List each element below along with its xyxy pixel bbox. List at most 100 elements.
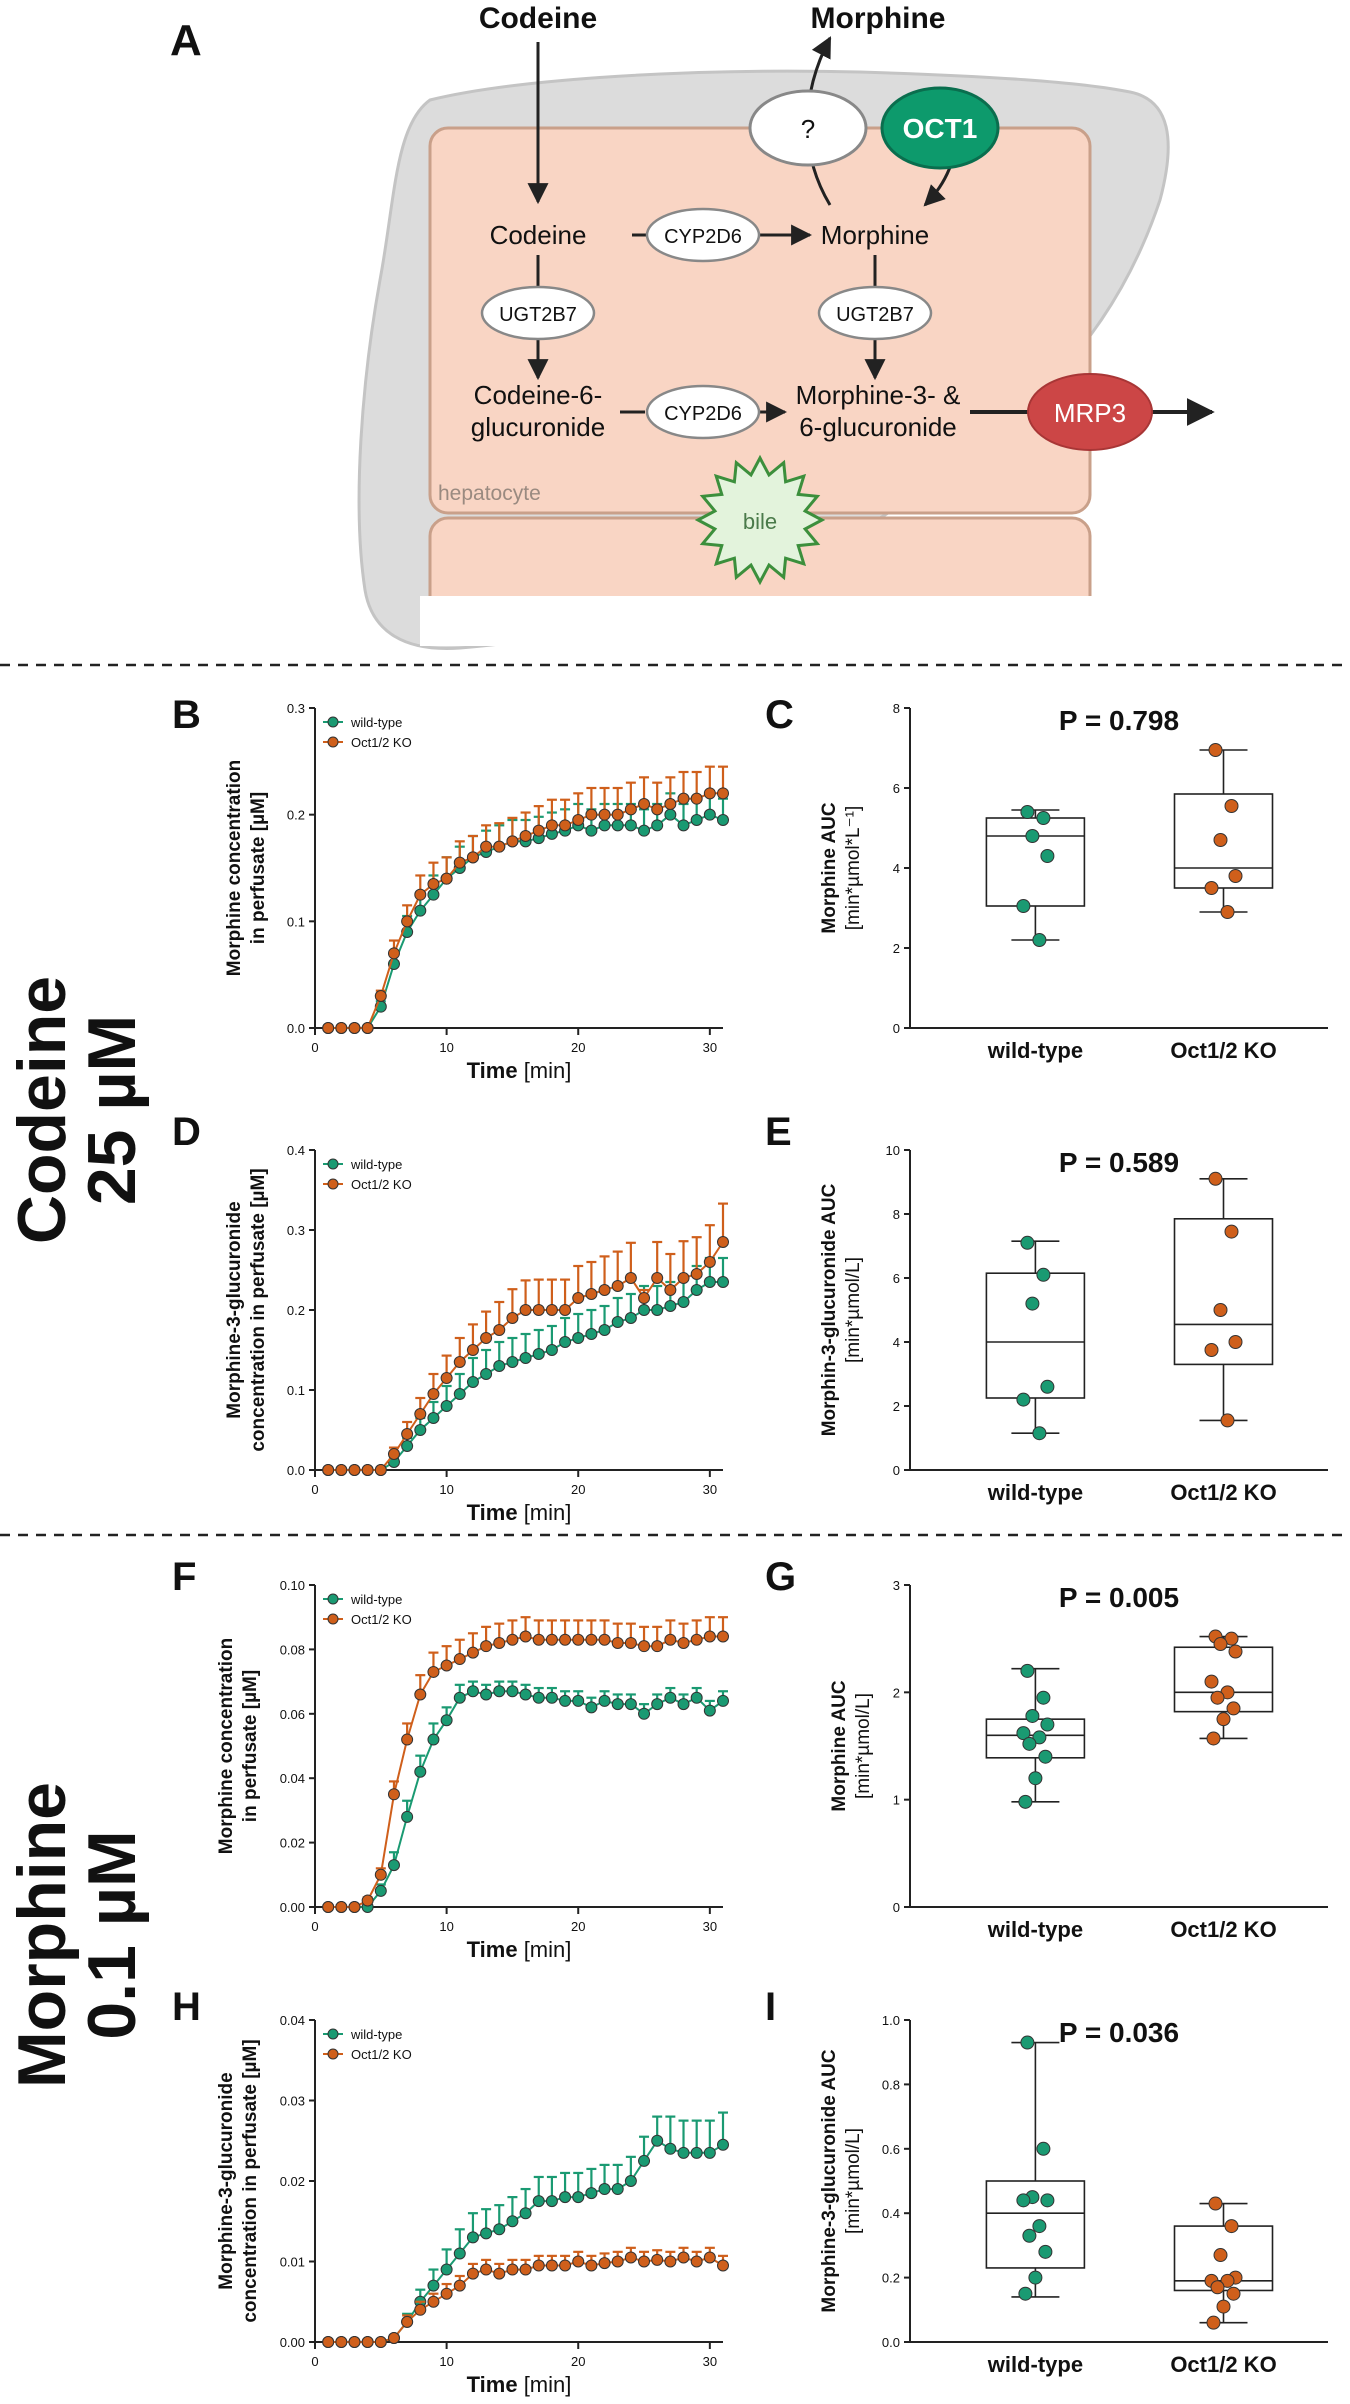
unknown-transporter <box>748 89 868 167</box>
x-tick-label: 30 <box>703 1482 717 1497</box>
box-ko <box>1173 1171 1274 1428</box>
data-point <box>387 1448 400 1460</box>
x-axis-label-main: Time <box>467 1937 524 1962</box>
data-point <box>1040 2193 1055 2208</box>
data-point <box>1025 1296 1040 1311</box>
morphine-side-label-line1: Morphine <box>4 1782 80 2088</box>
data-point <box>1036 1267 1051 1282</box>
data-point <box>427 2279 440 2292</box>
data-point <box>638 798 651 810</box>
data-point <box>1204 881 1219 895</box>
data-point <box>611 1698 624 1711</box>
data-point <box>414 888 427 901</box>
box-wildtype <box>985 1663 1086 1809</box>
legend-marker <box>327 1178 339 1190</box>
x-axis-label-main: Time <box>467 2372 524 2397</box>
data-point <box>677 2146 690 2159</box>
data-point <box>1224 2219 1239 2234</box>
y-axis-label-line2: [min*µmol/L] <box>843 1257 864 1363</box>
y-tick-label: 2 <box>893 1685 900 1700</box>
data-point <box>1038 2244 1053 2259</box>
data-point <box>598 808 611 821</box>
x-tick-label: 10 <box>439 1919 453 1934</box>
p-value-title: P = 0.036 <box>1059 2017 1179 2048</box>
data-point <box>440 1400 453 1412</box>
data-point <box>519 1304 532 1316</box>
y-tick-label: 0.04 <box>280 2013 305 2028</box>
data-point <box>1032 933 1047 947</box>
data-point <box>427 888 440 901</box>
box-iqr <box>985 2180 1086 2269</box>
y-tick-label: 0.04 <box>280 1771 305 1786</box>
data-point <box>585 2259 598 2272</box>
mrp3-label: MRP3 <box>1054 398 1126 428</box>
oct1-transporter <box>880 86 1000 170</box>
x-tick-label: 0 <box>311 2354 318 2369</box>
data-point <box>1208 1171 1223 1186</box>
data-point <box>585 1701 598 1714</box>
data-point <box>1206 2315 1221 2330</box>
data-point <box>506 1685 519 1698</box>
x-axis-label-unit: [min] <box>524 1058 572 1083</box>
data-point <box>559 2191 572 2204</box>
data-point <box>1224 799 1239 813</box>
x-tick-label: 0 <box>311 1919 318 1934</box>
chart-h-m3g-time-course: 0.00 0.01 0.02 0.03 0.04 0 10 20 30 Time [min] Mor… <box>216 2013 729 2397</box>
box-ko <box>1173 743 1274 919</box>
data-point <box>559 1633 572 1646</box>
data-point <box>480 1368 493 1380</box>
legend-marker <box>327 2028 339 2040</box>
data-point <box>361 1894 374 1907</box>
data-point <box>664 1300 677 1312</box>
data-point <box>611 808 624 821</box>
data-point <box>1036 811 1051 825</box>
data-point <box>1204 1343 1219 1357</box>
data-point <box>1040 1379 1055 1394</box>
cyp2d6-label-bottom: CYP2D6 <box>664 403 742 425</box>
data-point <box>611 1636 624 1649</box>
y-tick-label: 0.4 <box>882 2206 900 2221</box>
y-axis-label-line1: Morphine concentration <box>216 1638 237 1854</box>
panel-label-d: D <box>172 1110 201 1154</box>
data-point <box>1220 905 1235 919</box>
data-point <box>598 2257 611 2270</box>
panel-label-c: C <box>765 693 794 737</box>
data-point <box>506 1356 519 1368</box>
data-point <box>1210 2280 1225 2295</box>
legend-label: Oct1/2 KO <box>351 1177 412 1192</box>
data-point <box>572 2191 585 2204</box>
data-point <box>559 2259 572 2272</box>
data-point <box>598 2183 611 2196</box>
data-point <box>335 1901 348 1913</box>
x-axis-label: Time [min] <box>467 1937 572 1962</box>
y-tick-label: 0.02 <box>280 1836 305 1851</box>
y-axis-label-line2: [min*µmol/L] <box>843 2128 864 2234</box>
codeine-external-label: Codeine <box>479 2 597 35</box>
data-point <box>1016 899 1031 913</box>
data-point <box>1220 2273 1235 2288</box>
data-point <box>717 1276 729 1288</box>
data-point <box>1020 1235 1035 1250</box>
x-tick-label: 20 <box>571 1919 585 1934</box>
y-tick-label: 2 <box>893 941 900 956</box>
data-point <box>598 1284 611 1296</box>
data-point <box>677 1698 690 1711</box>
data-point <box>651 2134 664 2147</box>
codeine-6-glucuronide-label-1: Codeine-6- <box>474 380 603 410</box>
data-point <box>703 787 716 800</box>
data-point <box>532 1304 545 1316</box>
data-point <box>572 1633 585 1646</box>
data-point <box>717 2259 729 2272</box>
chart-f-morphine-time-course: 0.00 0.02 0.04 0.06 0.08 0.10 0 10 20 30 Time [min… <box>216 1578 729 1962</box>
data-point <box>519 1630 532 1643</box>
y-axis-label-line2: concentration in perfusate [µM] <box>248 1168 269 1451</box>
data-point <box>387 2331 400 2344</box>
y-axis-label-line1: Morphine-3-glucuronide <box>224 1201 245 1418</box>
data-point <box>717 1236 729 1248</box>
panel-label-g: G <box>765 1555 796 1599</box>
data-point <box>335 1464 348 1476</box>
data-point <box>414 904 427 917</box>
data-point <box>414 1408 427 1420</box>
data-point <box>677 1272 690 1284</box>
data-point <box>401 1733 414 1746</box>
